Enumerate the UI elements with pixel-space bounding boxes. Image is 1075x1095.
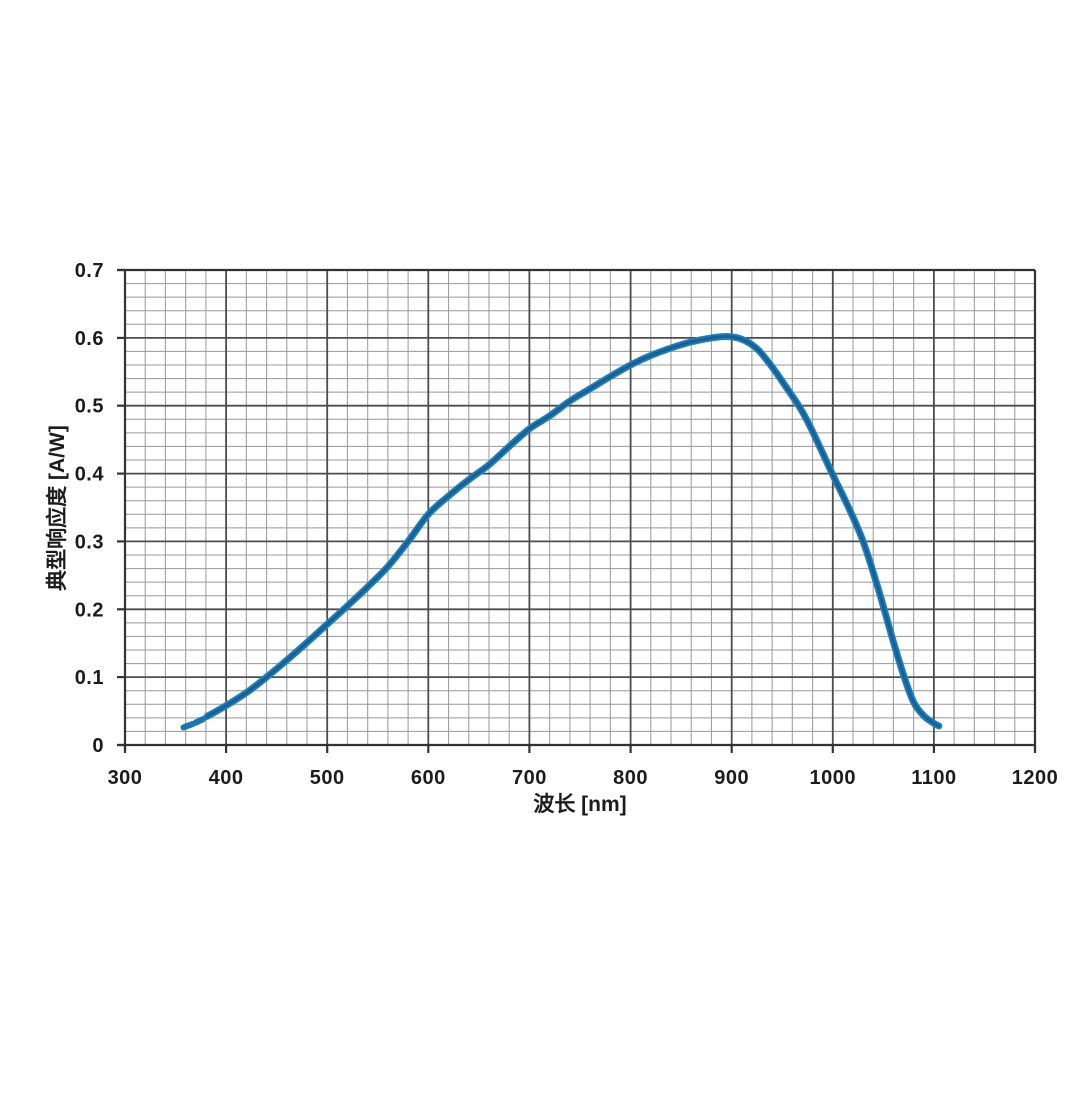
responsivity-curve-dash: [180, 720, 196, 731]
y-tick-label: 0.1: [75, 667, 104, 689]
responsivity-curve: [180, 332, 943, 731]
x-tick-label: 500: [310, 767, 345, 789]
y-tick-label: 0.5: [75, 396, 104, 418]
x-tick-label: 700: [512, 767, 547, 789]
axis-tick-marks: [117, 268, 1037, 753]
y-tick-label: 0.4: [75, 464, 105, 486]
x-tick-label: 600: [411, 767, 446, 789]
x-tick-label: 1200: [1012, 767, 1059, 789]
x-axis-tick-labels: 300 400 500 600 700 800 900 1000 1100 1200: [108, 767, 1059, 789]
responsivity-curve-core: [205, 335, 941, 728]
x-tick-label: 900: [714, 767, 749, 789]
grid-minor-lines: [125, 270, 1035, 745]
x-tick-label: 300: [108, 767, 143, 789]
x-tick-label: 1100: [911, 767, 956, 789]
responsivity-curve-dash: [192, 716, 206, 726]
x-tick-label: 400: [209, 767, 244, 789]
responsivity-curve-edge: [203, 332, 943, 730]
y-tick-label: 0.2: [75, 599, 104, 621]
plot-frame: [117, 268, 1037, 751]
y-tick-label: 0.3: [75, 531, 104, 553]
grid-major-lines: [124, 269, 1036, 746]
x-axis-title: 波长 [nm]: [533, 792, 626, 816]
y-tick-label: 0.6: [75, 328, 104, 350]
x-tick-label: 800: [613, 767, 648, 789]
y-axis-tick-labels: 0 0.1 0.2 0.3 0.4 0.5 0.6 0.7: [75, 260, 105, 757]
y-tick-label: 0: [92, 735, 104, 757]
x-tick-label: 1000: [810, 767, 857, 789]
y-tick-label: 0.7: [75, 260, 104, 282]
y-axis-title: 典型响应度 [A/W]: [45, 425, 69, 591]
